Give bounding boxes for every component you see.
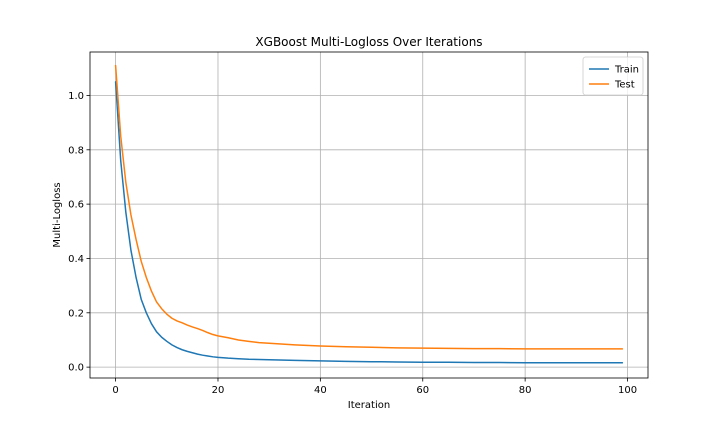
x-tick-label: 80 [519,385,532,396]
legend: Train Test [582,56,644,96]
x-tick-label: 40 [314,385,327,396]
plot-frame [89,51,649,379]
grid [90,52,648,378]
y-tick-label: 0.2 [68,308,84,319]
legend-frame [582,56,644,96]
axis-ticks: 0 20 40 60 80 100 0.0 0.2 0.4 0.6 0.8 1.0 [68,91,637,396]
legend-label-test: Test [614,80,635,91]
x-tick-label: 20 [212,385,225,396]
x-tick-label: 60 [416,385,429,396]
y-axis-label: Multi-Logloss [52,182,63,247]
y-tick-label: 0.6 [68,200,84,211]
y-tick-label: 0.0 [68,363,84,374]
x-tick-label: 100 [618,385,637,396]
y-tick-label: 1.0 [68,91,84,102]
series-line-train [114,81,624,364]
series-layer [114,64,624,364]
y-tick-label: 0.4 [68,254,84,265]
legend-label-train: Train [614,65,639,76]
x-tick-label: 0 [112,385,118,396]
y-tick-label: 0.8 [68,145,84,156]
series-line-test [114,64,624,350]
chart-title: XGBoost Multi-Logloss Over Iterations [255,35,482,49]
x-axis-label: Iteration [348,400,390,411]
